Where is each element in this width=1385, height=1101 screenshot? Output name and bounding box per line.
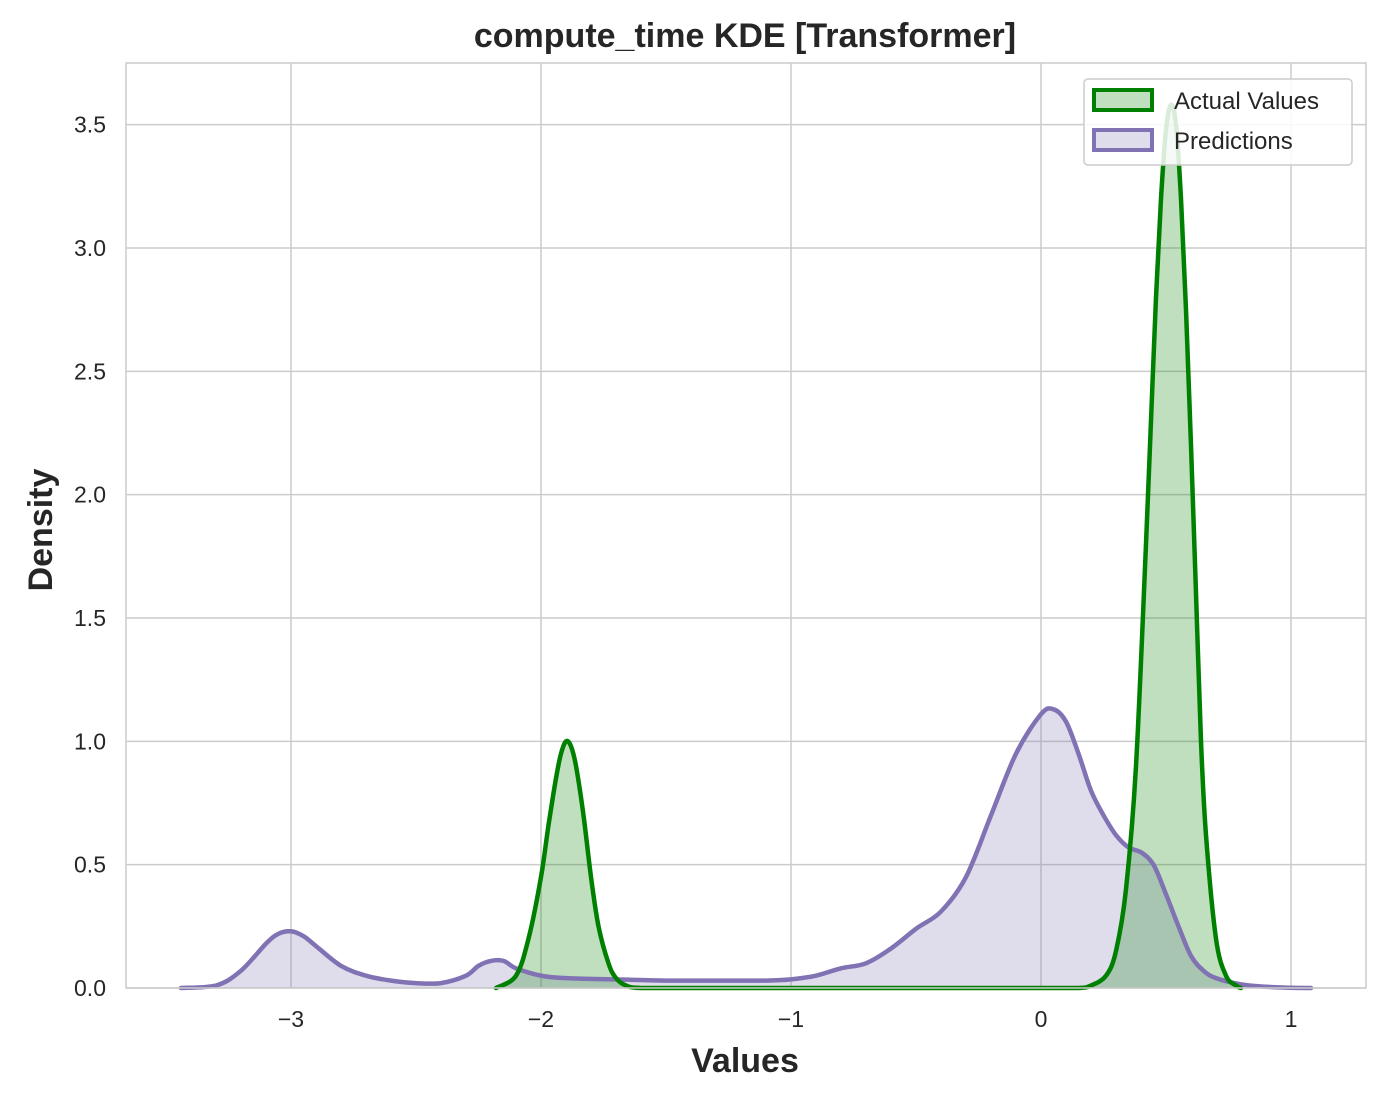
- x-tick-label: −3: [278, 1006, 304, 1032]
- y-tick-label: 2.5: [74, 358, 106, 384]
- legend-swatch-actual: [1092, 88, 1154, 112]
- grid-lines: [126, 63, 1366, 989]
- legend: Actual Values Predictions: [1083, 78, 1353, 166]
- x-tick-label: 0: [1035, 1006, 1048, 1032]
- y-tick-label: 3.0: [74, 235, 106, 261]
- y-tick-label: 0.5: [74, 852, 106, 878]
- predictions-line: [178, 706, 1314, 991]
- actual-values-line: [493, 102, 1244, 991]
- legend-swatch-predictions: [1092, 128, 1154, 152]
- x-tick-label: 1: [1285, 1006, 1298, 1032]
- x-tick-labels: −3 −2 −1 0 1: [278, 1006, 1298, 1032]
- x-tick-label: −1: [778, 1006, 804, 1032]
- kde-lines: [178, 102, 1314, 991]
- y-tick-label: 2.0: [74, 482, 106, 508]
- y-tick-label: 0.0: [74, 975, 106, 1001]
- y-axis-label: Density: [22, 469, 60, 592]
- y-tick-labels: 0.0 0.5 1.0 1.5 2.0 2.5 3.0 3.5: [74, 112, 106, 1001]
- chart-title: compute_time KDE [Transformer]: [474, 17, 1016, 55]
- predictions-area: [181, 708, 1311, 988]
- x-tick-label: −2: [528, 1006, 554, 1032]
- legend-label-predictions: Predictions: [1174, 128, 1293, 155]
- legend-label-actual: Actual Values: [1174, 88, 1319, 115]
- x-axis-label: Values: [691, 1042, 799, 1080]
- y-tick-label: 3.5: [74, 112, 106, 138]
- plot-frame: [125, 62, 1367, 989]
- y-tick-label: 1.0: [74, 728, 106, 754]
- y-tick-label: 1.5: [74, 605, 106, 631]
